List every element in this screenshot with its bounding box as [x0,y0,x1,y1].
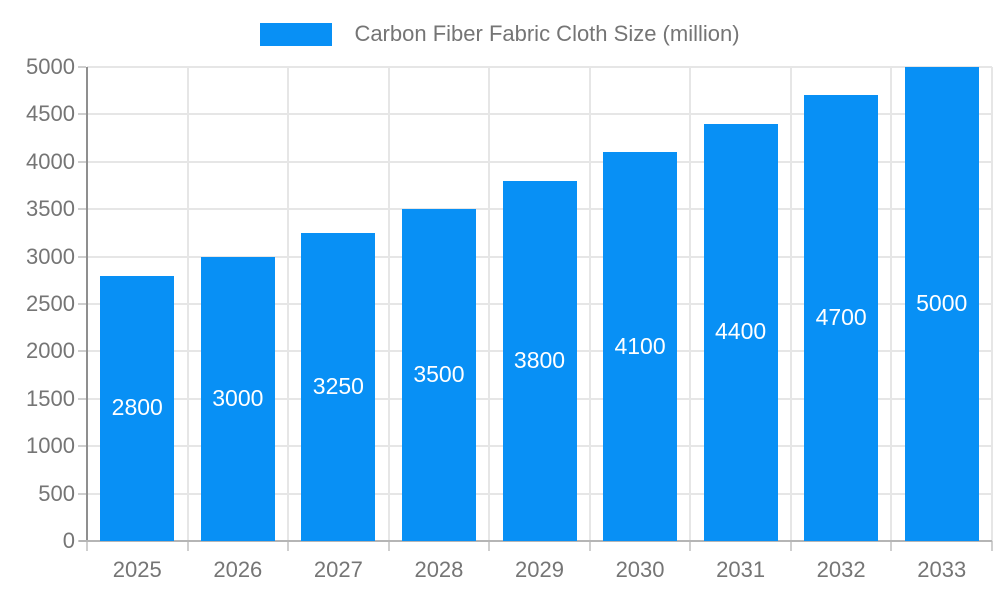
bar-value-label: 3000 [212,384,264,411]
v-gridline [186,67,189,541]
x-axis-tick [387,541,390,551]
x-axis-category-label: 2026 [213,557,263,582]
x-axis-category-label: 2031 [716,557,766,582]
bar[interactable]: 2800 [100,275,175,541]
bar[interactable]: 3000 [200,256,275,541]
v-gridline [890,67,893,541]
y-axis-tick [78,350,86,353]
y-axis-tick-label: 3000 [26,243,75,269]
v-gridline [689,67,692,541]
y-axis-tick-label: 0 [62,528,75,553]
y-axis-tick [78,160,86,163]
legend-swatch [260,22,333,46]
y-axis-tick [78,208,86,211]
v-gridline [287,67,290,541]
bar[interactable]: 4100 [603,152,678,541]
x-axis-line [79,540,992,542]
v-gridline [588,67,591,541]
y-axis-tick [78,445,86,448]
x-axis-tick [890,541,893,551]
h-gridline [87,113,992,116]
y-axis-tick [78,66,86,68]
h-gridline [87,160,992,163]
x-axis-category-label: 2030 [615,557,665,582]
x-axis-tick [991,541,993,551]
y-axis-tick-label: 2500 [26,291,75,316]
y-axis-tick-label: 2000 [26,338,75,364]
y-axis-tick [78,492,86,495]
bar-value-label: 3800 [513,346,566,373]
y-axis-tick-label: 1000 [26,433,75,459]
y-axis-tick-label: 4000 [26,148,75,174]
bar[interactable]: 4400 [703,123,778,541]
y-axis-tick-label: 1500 [26,385,75,411]
x-axis-category-label: 2032 [816,557,866,582]
v-gridline [387,67,390,541]
x-axis-category-label: 2029 [515,557,564,582]
y-axis-tick [78,397,86,400]
v-gridline [488,67,491,541]
legend-item[interactable]: Carbon Fiber Fabric Cloth Size (million) [0,14,1000,54]
bar-value-label: 2800 [111,394,163,421]
x-axis-category-label: 2027 [313,557,363,582]
x-axis-category-label: 2033 [917,557,967,582]
v-gridline [789,67,792,541]
x-axis-category-label: 2028 [414,557,464,582]
x-axis-tick [287,541,290,551]
bar-value-label: 4100 [614,332,666,359]
plot-area: 0 500 1000 1500 2000 2500 3000 3500 4000 4500 5000… [26,56,993,581]
x-axis-tick [488,541,491,551]
y-axis-tick [78,303,86,305]
y-axis-tick-label: 3500 [26,196,75,222]
x-axis-tick [86,541,88,551]
bar-value-label: 3500 [413,361,465,388]
x-axis-category-label: 2025 [112,557,162,582]
y-axis-tick-label: 4500 [26,101,75,127]
x-axis-tick [186,541,189,551]
bar[interactable]: 3250 [301,232,376,541]
x-axis-tick [689,541,692,551]
y-axis-tick [78,113,86,116]
y-axis-tick-label: 5000 [26,54,75,79]
bar[interactable]: 4700 [804,95,879,541]
x-axis-tick [789,541,792,551]
x-axis-tick [588,541,591,551]
bar-value-label: 3250 [312,372,364,399]
bar-value-label: 5000 [916,290,968,316]
bar[interactable]: 3500 [401,209,476,541]
y-axis-tick [78,255,86,258]
bar[interactable]: 3800 [502,180,577,541]
bar-value-label: 4400 [715,318,767,345]
v-gridline [991,67,993,541]
bar[interactable]: 5000 [904,67,979,541]
y-axis-line [86,67,88,541]
legend-label: Carbon Fiber Fabric Cloth Size (million) [354,21,740,46]
y-axis-tick-label: 500 [38,480,75,506]
h-gridline [87,66,992,68]
bar-value-label: 4700 [815,304,867,331]
